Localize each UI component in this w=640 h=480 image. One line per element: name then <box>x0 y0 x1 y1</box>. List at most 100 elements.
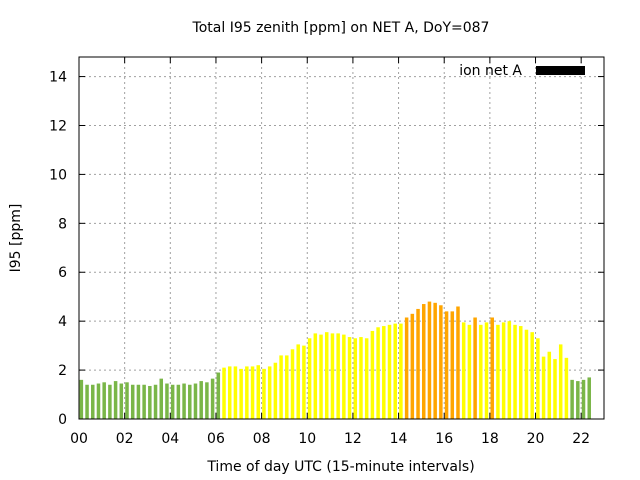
bar <box>113 381 118 419</box>
grid <box>79 57 604 419</box>
bar <box>279 355 283 419</box>
bar <box>256 365 261 419</box>
bar <box>587 377 591 419</box>
bar <box>370 330 375 419</box>
bar <box>148 385 152 419</box>
bar <box>450 311 455 419</box>
bar <box>96 383 101 419</box>
y-tick-label: 8 <box>58 216 67 232</box>
bar <box>382 326 386 419</box>
bar <box>193 383 198 419</box>
bar <box>576 381 580 419</box>
bar <box>296 344 300 419</box>
bar <box>313 333 318 419</box>
bar <box>216 372 221 419</box>
bar <box>222 367 226 419</box>
bar <box>210 378 215 419</box>
bar <box>416 308 420 419</box>
bar <box>153 384 158 419</box>
bar <box>364 338 369 419</box>
bar <box>108 384 112 419</box>
x-tick-label: 10 <box>298 431 316 447</box>
bar <box>581 379 586 419</box>
bar <box>433 302 437 419</box>
bar <box>461 322 466 419</box>
bar <box>142 384 146 419</box>
bar <box>227 366 232 419</box>
legend-swatch <box>536 66 585 75</box>
bar <box>547 351 552 419</box>
bar <box>479 324 483 419</box>
bar <box>250 366 255 419</box>
bar <box>205 382 209 419</box>
y-axis-label: I95 [ppm] <box>8 204 24 273</box>
bar <box>530 332 534 419</box>
x-tick-label: 08 <box>253 431 271 447</box>
legend: ion net A <box>459 63 585 79</box>
legend-label: ion net A <box>459 63 522 79</box>
bar <box>536 338 540 419</box>
bar <box>182 383 186 419</box>
bar <box>421 304 426 419</box>
bar <box>319 334 323 419</box>
x-tick-label: 06 <box>207 431 225 447</box>
bar <box>519 326 523 419</box>
bar <box>564 357 569 419</box>
x-tick-label: 22 <box>572 431 590 447</box>
plot-frame <box>78 56 605 420</box>
x-tick-label: 12 <box>344 431 362 447</box>
bar <box>188 384 192 419</box>
bar <box>541 356 546 419</box>
bar <box>302 345 306 419</box>
bars <box>79 301 591 419</box>
x-tick-label: 18 <box>481 431 499 447</box>
bar <box>484 322 489 419</box>
bar <box>262 368 266 419</box>
bar <box>467 324 472 419</box>
y-tick-label: 4 <box>58 314 67 330</box>
y-tick-label: 6 <box>58 265 67 281</box>
y-tick-label: 10 <box>49 167 67 183</box>
bar <box>159 378 163 419</box>
bar <box>273 362 278 419</box>
bar <box>307 338 312 419</box>
bar <box>439 305 443 419</box>
bar <box>410 313 415 419</box>
bar <box>91 384 95 419</box>
bar <box>102 382 106 419</box>
x-tick-label: 16 <box>435 431 453 447</box>
bar <box>336 333 340 419</box>
y-tick-label: 12 <box>49 118 67 134</box>
x-tick-label: 02 <box>116 431 134 447</box>
bar <box>170 384 175 419</box>
bar <box>165 383 169 419</box>
bar <box>444 311 449 419</box>
bar <box>501 322 506 419</box>
bar <box>199 381 203 419</box>
bar <box>524 329 529 419</box>
bar <box>558 344 563 419</box>
bar <box>119 383 124 419</box>
bar <box>404 317 409 419</box>
bar <box>359 337 363 419</box>
bar <box>507 321 512 419</box>
bar <box>324 332 329 419</box>
bar <box>387 324 392 419</box>
bar <box>399 323 403 419</box>
bar <box>393 323 397 419</box>
x-tick-label: 14 <box>390 431 408 447</box>
bar <box>239 368 243 419</box>
bar <box>496 324 500 419</box>
bar <box>570 379 574 419</box>
bar <box>176 384 181 419</box>
bar <box>376 327 380 419</box>
bar <box>473 317 477 419</box>
bar <box>347 337 352 419</box>
x-tick-label: 00 <box>70 431 88 447</box>
bar <box>427 301 432 419</box>
bar <box>85 384 89 419</box>
bar <box>456 306 460 419</box>
bar <box>79 379 84 419</box>
bar <box>490 317 494 419</box>
